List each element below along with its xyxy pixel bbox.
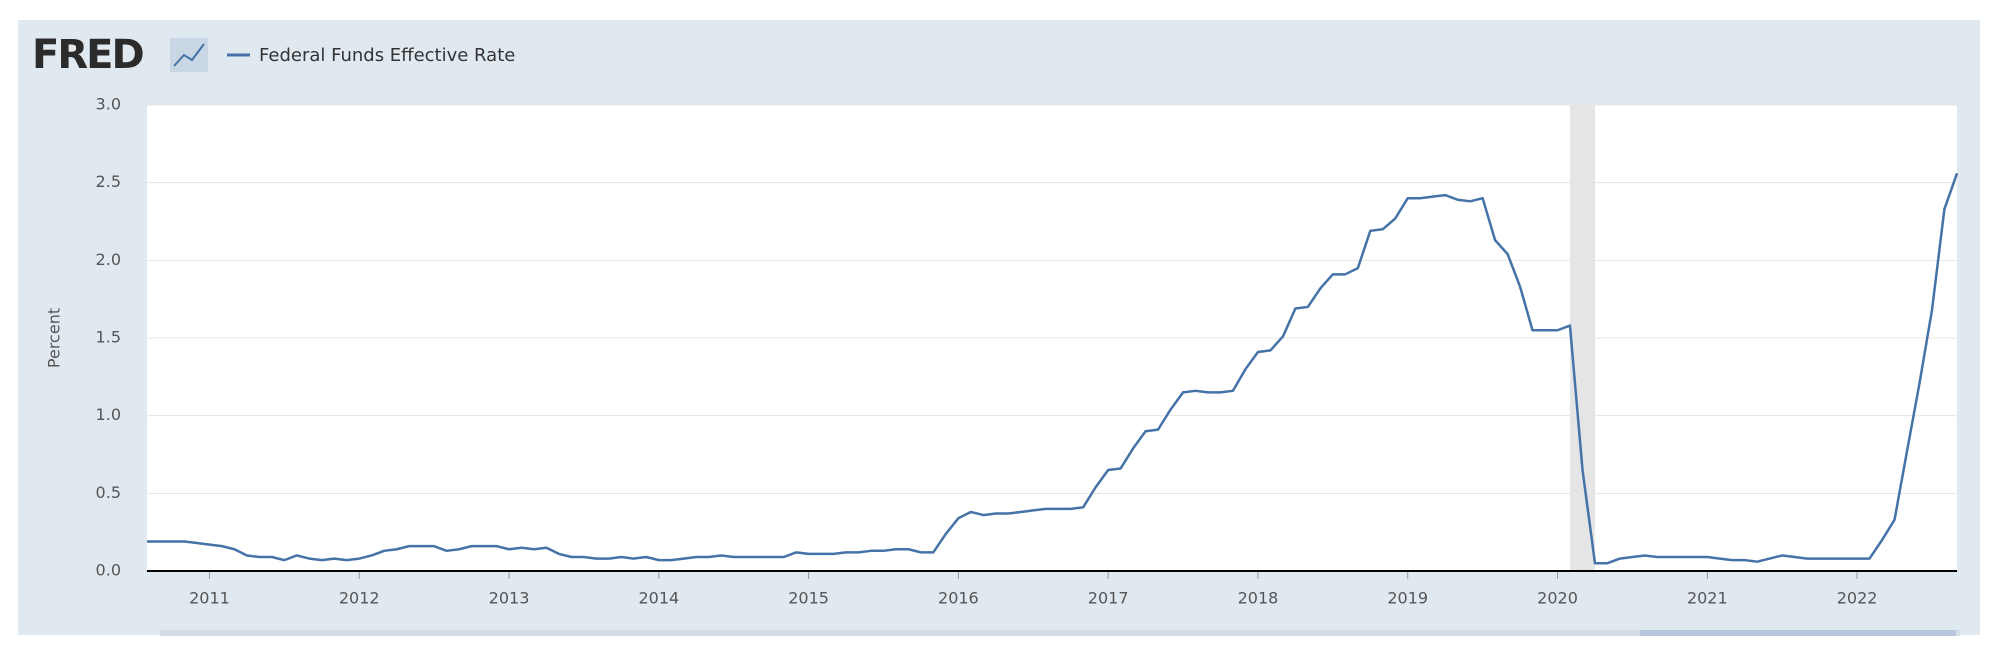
navigator xyxy=(160,630,1960,636)
x-tick-label: 2012 xyxy=(339,589,380,608)
x-tick-label: 2022 xyxy=(1837,589,1878,608)
series-line xyxy=(147,172,1959,565)
x-tick-label: 2015 xyxy=(788,589,829,608)
x-tick-label: 2020 xyxy=(1537,589,1578,608)
logo-icon xyxy=(170,38,208,72)
x-tick-label: 2018 xyxy=(1238,589,1279,608)
y-tick-label: 0.5 xyxy=(96,483,121,502)
x-tick-label: 2011 xyxy=(189,589,230,608)
y-tick-label: 2.5 xyxy=(96,172,121,191)
x-tick-label: 2021 xyxy=(1687,589,1728,608)
logo-icon-line xyxy=(173,43,205,67)
navigator-handle xyxy=(1640,630,1956,636)
y-tick-label: 0.0 xyxy=(96,561,121,580)
x-tick-label: 2019 xyxy=(1387,589,1428,608)
y-tick-label: 1.0 xyxy=(96,405,121,424)
x-tick-label: 2017 xyxy=(1088,589,1129,608)
logo: FRED xyxy=(32,32,143,78)
x-tick-label: 2014 xyxy=(638,589,679,608)
y-tick-label: 1.5 xyxy=(96,328,121,347)
y-tick-label: 3.0 xyxy=(96,95,121,114)
x-tick-label: 2016 xyxy=(938,589,979,608)
y-axis-label: Percent xyxy=(45,308,64,368)
legend-label: Federal Funds Effective Rate xyxy=(259,45,515,66)
y-tick-label: 2.0 xyxy=(96,250,121,269)
x-tick-label: 2013 xyxy=(489,589,530,608)
